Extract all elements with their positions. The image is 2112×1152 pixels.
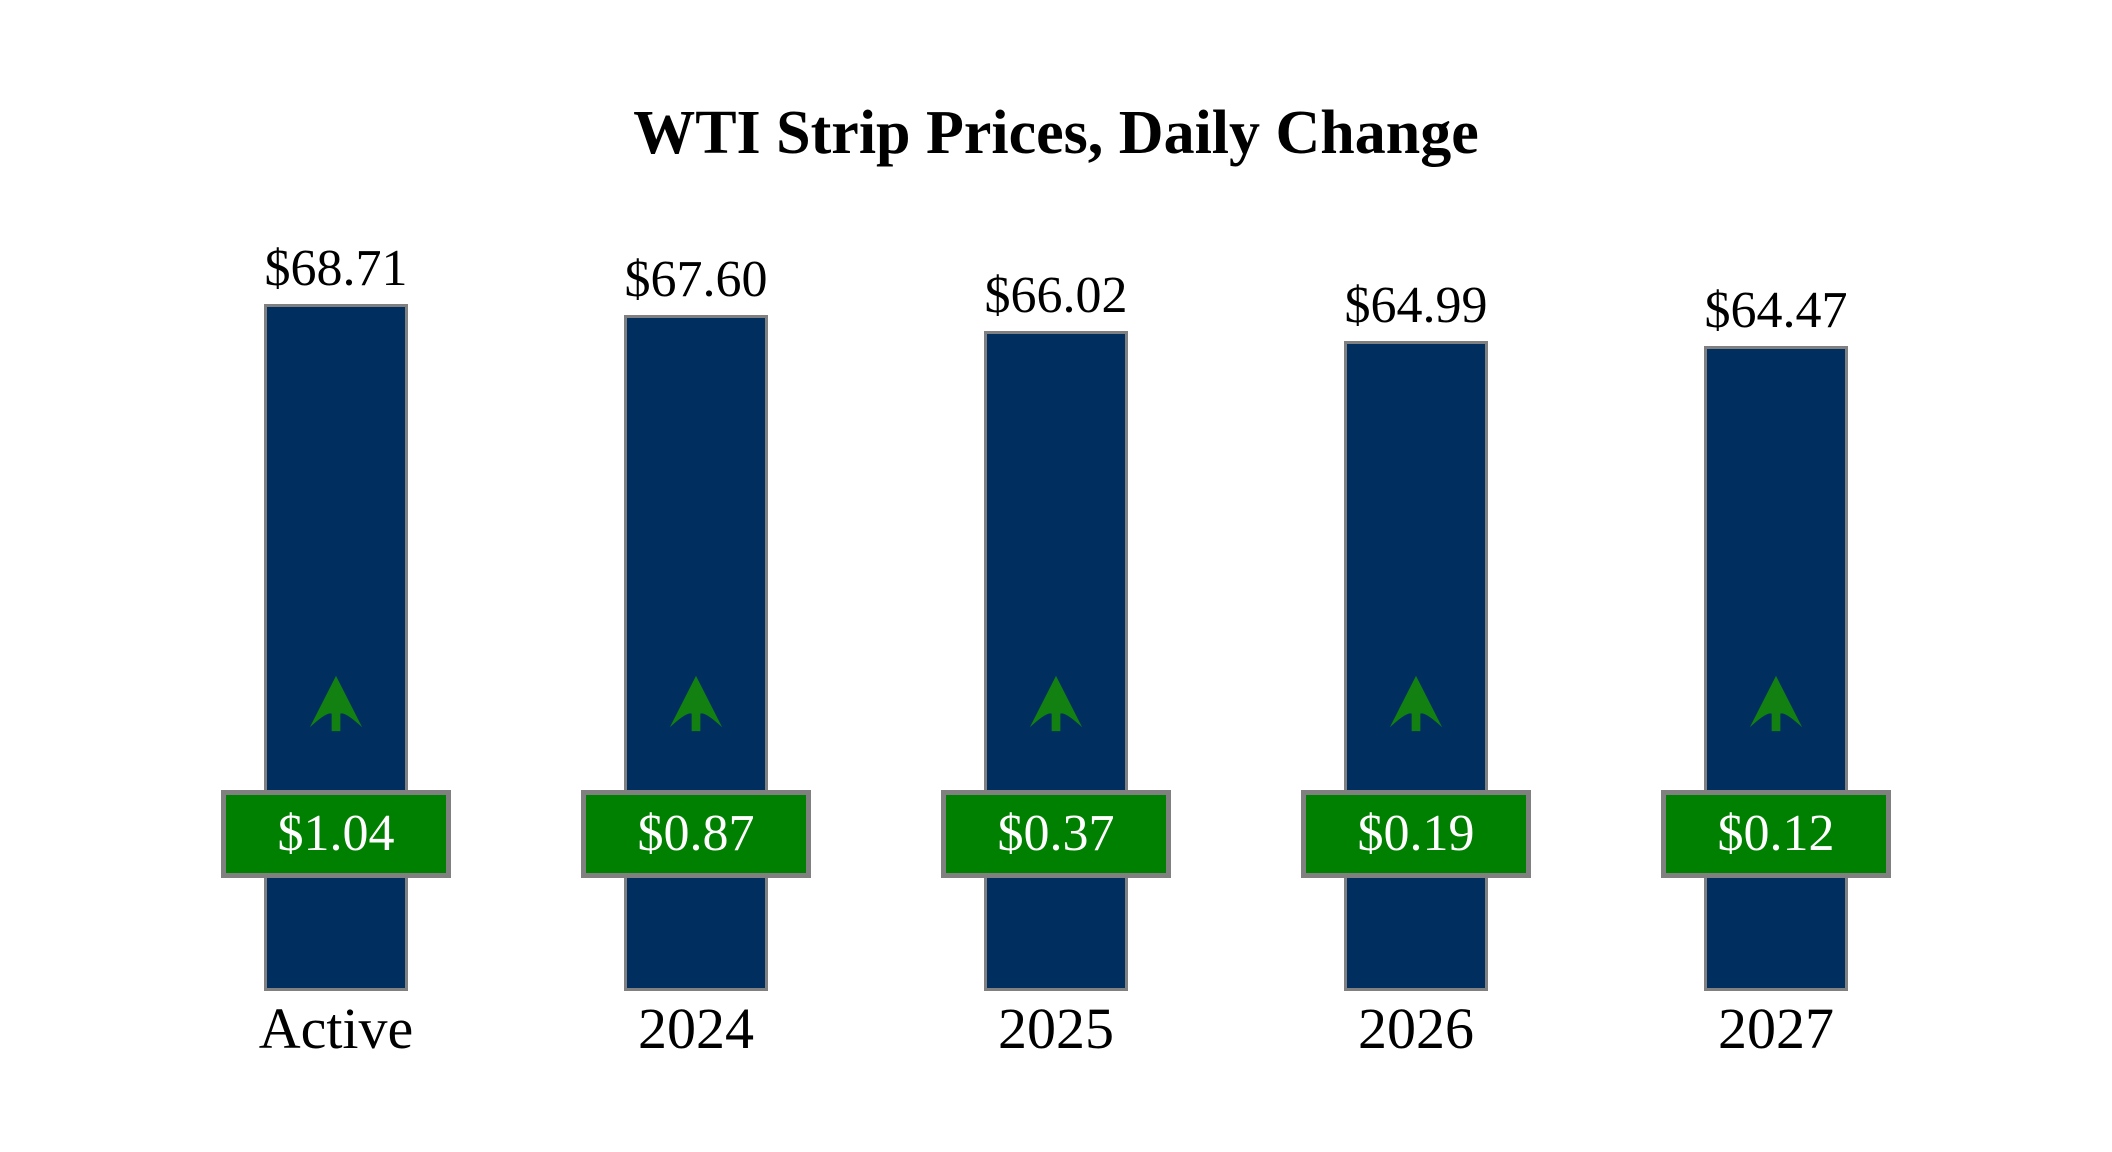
category-label: 2025 (998, 996, 1114, 1061)
change-badge: $0.37 (941, 790, 1171, 878)
price-bar (1704, 346, 1848, 991)
change-badge-label: $0.87 (637, 805, 755, 862)
price-value-label: $66.02 (984, 267, 1128, 324)
price-value-label: $67.60 (624, 251, 768, 308)
plot-area: $68.71 $1.04 Active $67.60 $0.87 2024 $6… (156, 243, 1956, 1061)
change-badge-label: $0.12 (1717, 805, 1835, 862)
up-arrow-icon (309, 675, 363, 732)
change-badge-label: $1.04 (277, 805, 395, 862)
price-bar (1344, 341, 1488, 991)
bar-column: $68.71 $1.04 Active (156, 243, 516, 1061)
up-arrow-icon (669, 675, 723, 732)
up-arrow-icon (1029, 675, 1083, 732)
change-badge: $1.04 (221, 790, 451, 878)
category-label: 2027 (1718, 996, 1834, 1061)
change-badge-label: $0.19 (1357, 805, 1475, 862)
price-bar (984, 331, 1128, 991)
price-value-label: $64.47 (1704, 282, 1848, 339)
category-label: 2026 (1358, 996, 1474, 1061)
bar-column: $67.60 $0.87 2024 (516, 254, 876, 1061)
chart-title: WTI Strip Prices, Daily Change (633, 99, 1479, 167)
price-value-label: $68.71 (264, 240, 408, 297)
change-badge: $0.19 (1301, 790, 1531, 878)
up-arrow-icon (1749, 675, 1803, 732)
change-badge: $0.87 (581, 790, 811, 878)
change-badge-label: $0.37 (997, 805, 1115, 862)
up-arrow-icon (1389, 675, 1443, 732)
price-bar (624, 315, 768, 991)
price-value-label: $64.99 (1344, 277, 1488, 334)
change-badge: $0.12 (1661, 790, 1891, 878)
category-label: Active (258, 996, 414, 1061)
bar-column: $66.02 $0.37 2025 (876, 270, 1236, 1061)
bar-column: $64.99 $0.19 2026 (1236, 280, 1596, 1061)
category-label: 2024 (638, 996, 754, 1061)
price-bar (264, 304, 408, 991)
bar-column: $64.47 $0.12 2027 (1596, 285, 1956, 1061)
